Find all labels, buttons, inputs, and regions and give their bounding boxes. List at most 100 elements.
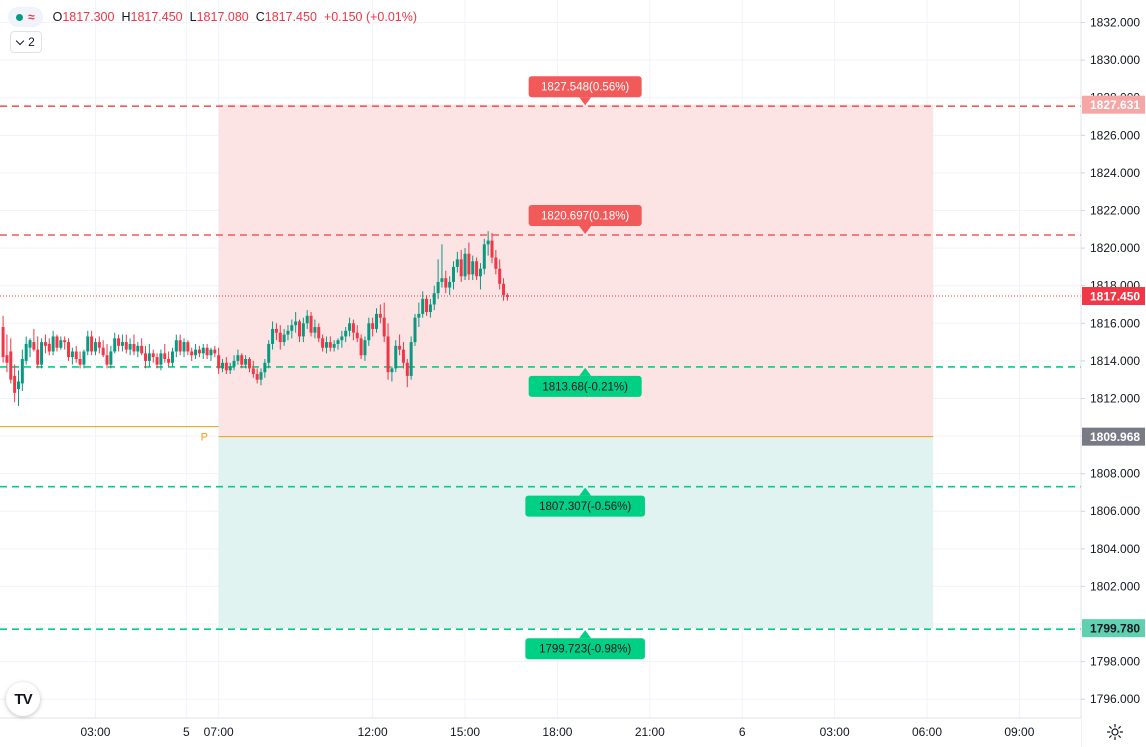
candle (336, 338, 340, 350)
level-label-box (525, 495, 645, 517)
candle-body (382, 317, 386, 337)
candle (371, 317, 375, 337)
candle-body (74, 351, 78, 359)
candle-body (197, 349, 201, 354)
candle (413, 313, 417, 346)
arrow-up-icon (579, 630, 592, 639)
candle (113, 332, 117, 354)
candle (55, 334, 59, 352)
candle-body (255, 374, 259, 380)
candle-body (359, 338, 363, 356)
candle-body (294, 321, 298, 326)
candle (505, 293, 509, 301)
candle-body (174, 340, 178, 352)
candle-body (451, 266, 455, 282)
candle (382, 302, 386, 343)
candle-body (309, 315, 313, 333)
level-label[interactable]: 1807.307(-0.56%) (525, 487, 645, 517)
time-tick-label: 18:00 (542, 725, 572, 739)
candle-body (278, 332, 282, 343)
price-tick-label: 1796.000 (1090, 692, 1140, 706)
candle-body (398, 345, 402, 350)
candle-body (43, 342, 47, 346)
candle (24, 336, 28, 365)
candle (201, 343, 205, 359)
time-tick-label: 03:00 (820, 725, 850, 739)
candle-body (59, 340, 63, 348)
candle (63, 336, 67, 350)
candle-body (32, 342, 36, 350)
candle (355, 325, 359, 343)
candle-body (136, 345, 140, 352)
candle-body (267, 343, 271, 363)
candle-body (413, 317, 417, 343)
candle-body (375, 313, 379, 329)
candle-body (459, 259, 463, 277)
level-label-box (528, 76, 642, 98)
change-value: +0.150 (+0.01%) (323, 10, 418, 24)
candle (120, 334, 124, 352)
gear-icon[interactable] (1106, 723, 1124, 741)
candle (305, 310, 309, 329)
candle (321, 334, 325, 352)
time-tick-label: 15:00 (450, 725, 480, 739)
price-tick-label: 1812.000 (1090, 391, 1140, 405)
candle-body (224, 362, 228, 371)
candle-body (348, 323, 352, 331)
candle (224, 357, 228, 375)
candle-body (417, 313, 421, 318)
arrow-up-icon (579, 487, 592, 496)
candle (394, 340, 398, 373)
price-tick-label: 1832.000 (1090, 16, 1140, 30)
candle (93, 338, 97, 356)
time-tick-label: 03:00 (80, 725, 110, 739)
candle-body (463, 253, 467, 277)
indicators-toggle-button[interactable]: 2 (10, 31, 42, 53)
level-label-text: 1813.68(-0.21%) (542, 381, 628, 393)
candle-body (436, 281, 440, 294)
candle-body (286, 330, 290, 335)
candle-body (221, 362, 225, 369)
candle (340, 330, 344, 348)
candle-body (313, 327, 317, 333)
candle (475, 257, 479, 281)
time-axis-bg (0, 718, 1081, 747)
symbol-status-pill[interactable]: ≈ (8, 7, 43, 27)
candle (482, 238, 486, 275)
candle-body (109, 351, 113, 365)
high-label: H (121, 10, 131, 24)
candle (190, 347, 194, 361)
price-badge-text: 1827.631 (1090, 98, 1140, 112)
candle (247, 357, 251, 373)
candle (232, 355, 236, 371)
candles (1, 231, 509, 406)
candle-body (475, 261, 479, 277)
candle-body (401, 349, 405, 363)
candle (478, 263, 482, 290)
candle-body (244, 359, 248, 365)
price-axis: 1832.0001830.0001828.0001826.0001824.000… (1080, 0, 1146, 747)
level-label[interactable]: 1827.548(0.56%) (528, 76, 642, 106)
candle-body (425, 298, 429, 313)
candle (375, 308, 379, 333)
candle (290, 319, 294, 339)
candle (363, 336, 367, 361)
level-label[interactable]: 1799.723(-0.98%) (525, 630, 645, 660)
level-label[interactable]: 1813.68(-0.21%) (528, 367, 642, 397)
price-tick-label: 1816.000 (1090, 316, 1140, 330)
candle (43, 334, 47, 354)
candle (324, 336, 328, 354)
candle-body (444, 278, 448, 288)
candle (136, 342, 140, 358)
tradingview-logo[interactable]: TV (6, 682, 40, 716)
candle-body (128, 343, 132, 350)
level-label[interactable]: 1820.697(0.18%) (528, 205, 642, 235)
indicators-count: 2 (28, 35, 35, 49)
candle-body (471, 261, 475, 275)
candle-body (324, 342, 328, 348)
candle-body (240, 355, 244, 365)
candle-body (9, 351, 13, 380)
candle (401, 342, 405, 369)
candle (221, 359, 225, 373)
